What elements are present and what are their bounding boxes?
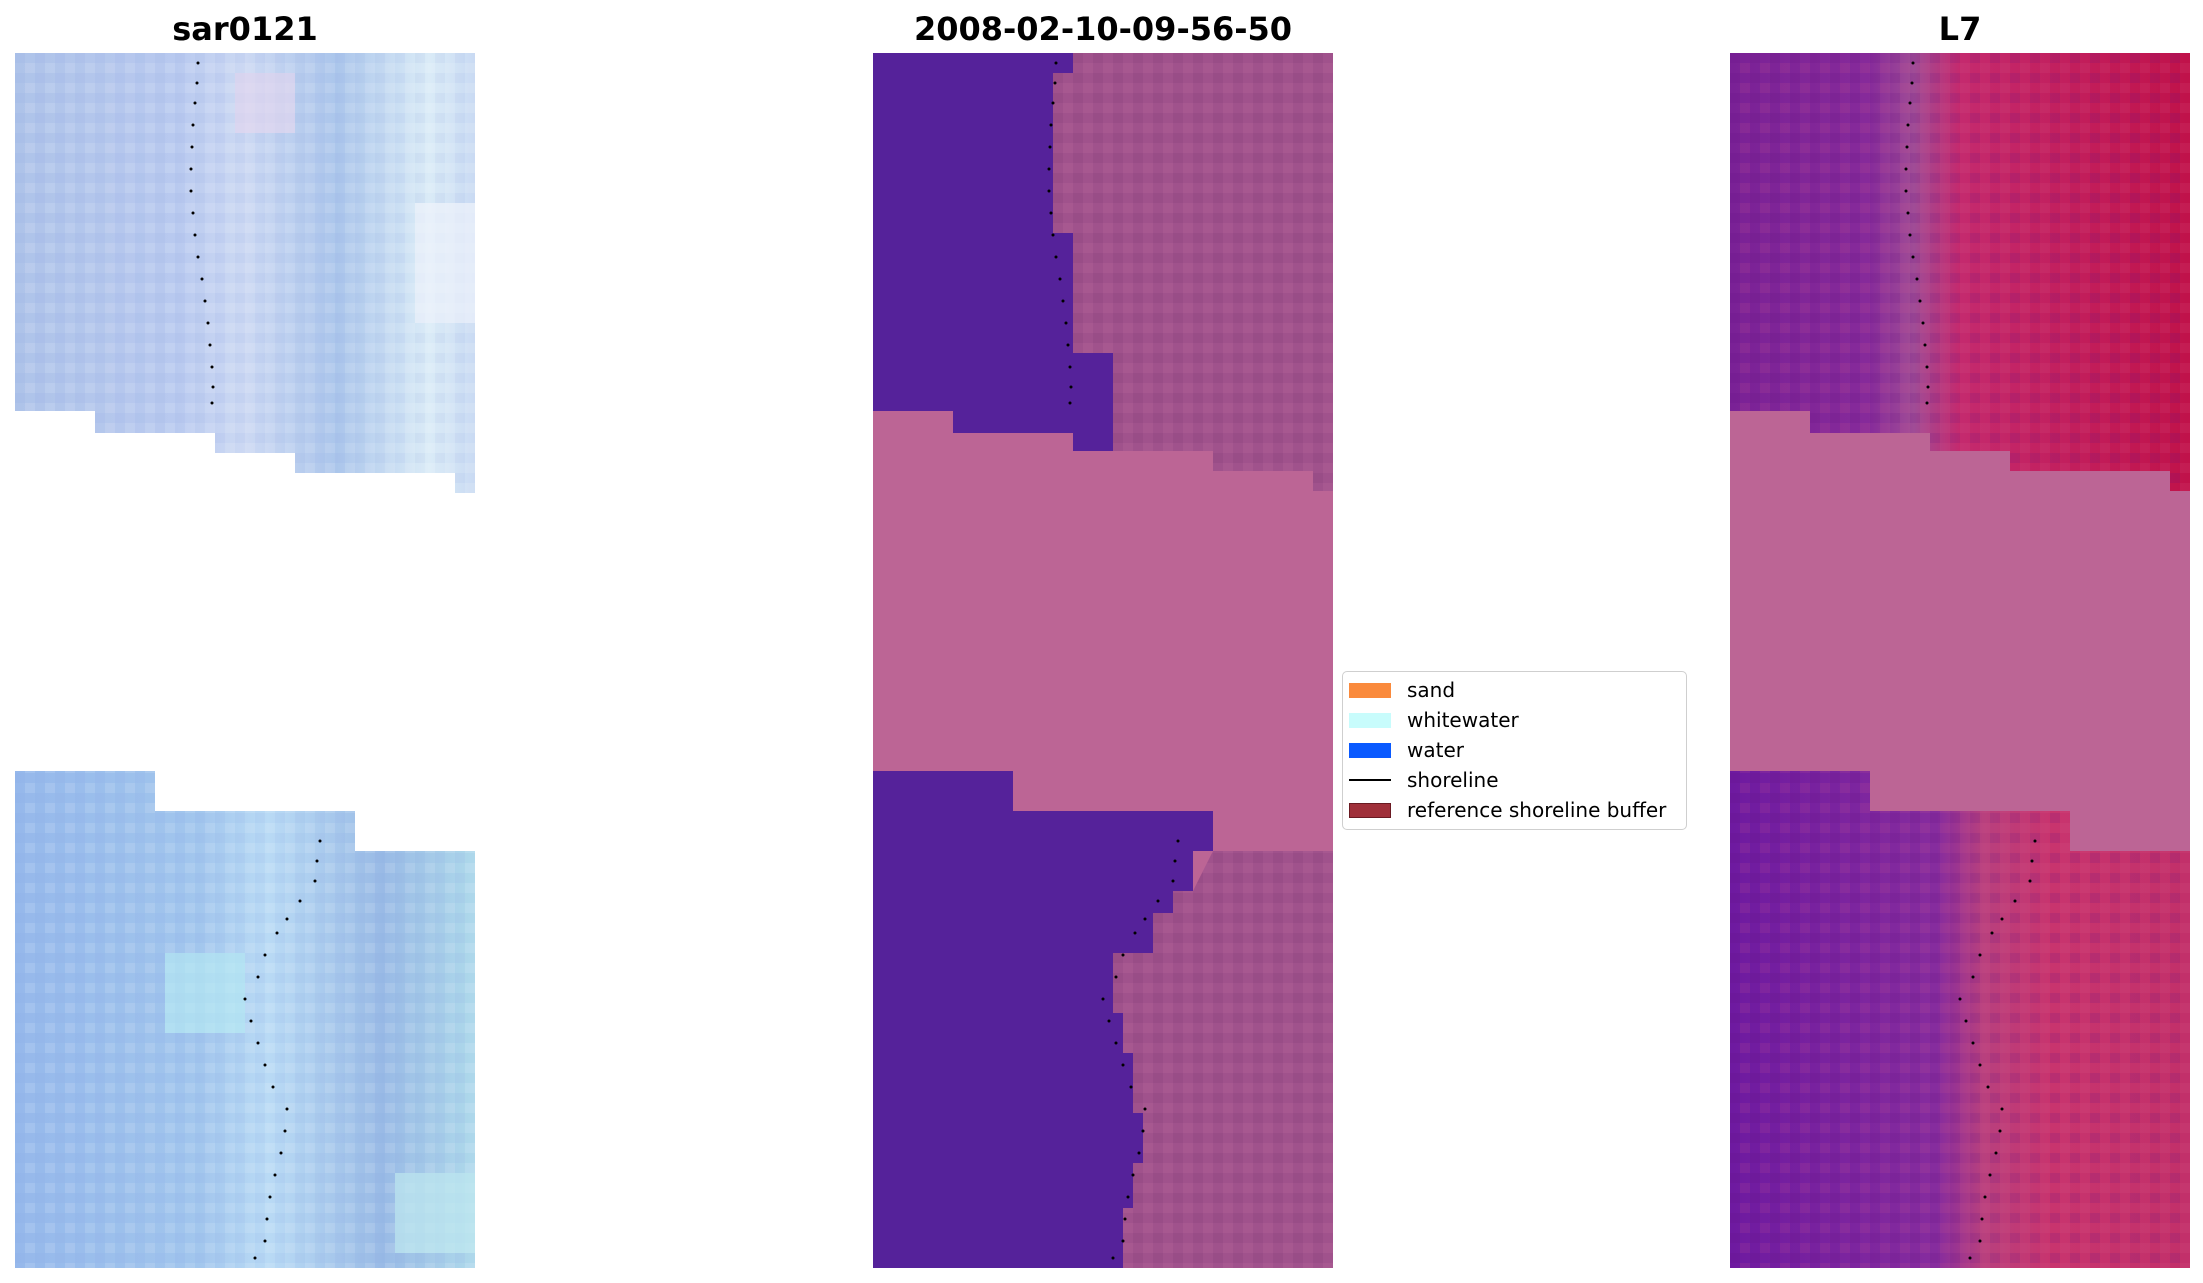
legend-item-buffer: reference shoreline buffer xyxy=(1349,795,1666,825)
sar-image-panel xyxy=(15,53,475,1268)
legend-label-buffer: reference shoreline buffer xyxy=(1407,798,1667,822)
legend-label-sand: sand xyxy=(1407,678,1456,702)
panel-title-l7: L7 xyxy=(1938,10,1982,48)
sar-top-block xyxy=(15,53,475,493)
legend-label-shoreline: shoreline xyxy=(1407,768,1499,792)
legend-label-water: water xyxy=(1407,738,1464,762)
l7-image-panel xyxy=(1730,53,2190,1268)
buffer-swatch xyxy=(1349,802,1391,818)
shoreline-line-swatch xyxy=(1349,779,1391,781)
legend-item-shoreline: shoreline xyxy=(1349,765,1499,795)
legend-item-sand: sand xyxy=(1349,675,1455,705)
classified-shoreline-dots xyxy=(1047,61,1180,1260)
sar-bottom-block xyxy=(15,771,475,1268)
classified-image-panel xyxy=(873,53,1333,1268)
panel-title-date: 2008-02-10-09-56-50 xyxy=(913,10,1293,48)
legend-item-whitewater: whitewater xyxy=(1349,705,1519,735)
legend: sand whitewater water shoreline referenc… xyxy=(1342,671,1687,830)
sar-shoreline-dots xyxy=(189,61,322,1260)
legend-label-whitewater: whitewater xyxy=(1407,708,1519,732)
water-region-bottom xyxy=(873,771,1213,1268)
sand-swatch xyxy=(1349,682,1391,698)
whitewater-swatch xyxy=(1349,712,1391,728)
l7-shoreline-dots xyxy=(1904,61,2037,1260)
legend-item-water: water xyxy=(1349,735,1464,765)
panel-title-sar: sar0121 xyxy=(172,10,318,48)
water-swatch xyxy=(1349,742,1391,758)
